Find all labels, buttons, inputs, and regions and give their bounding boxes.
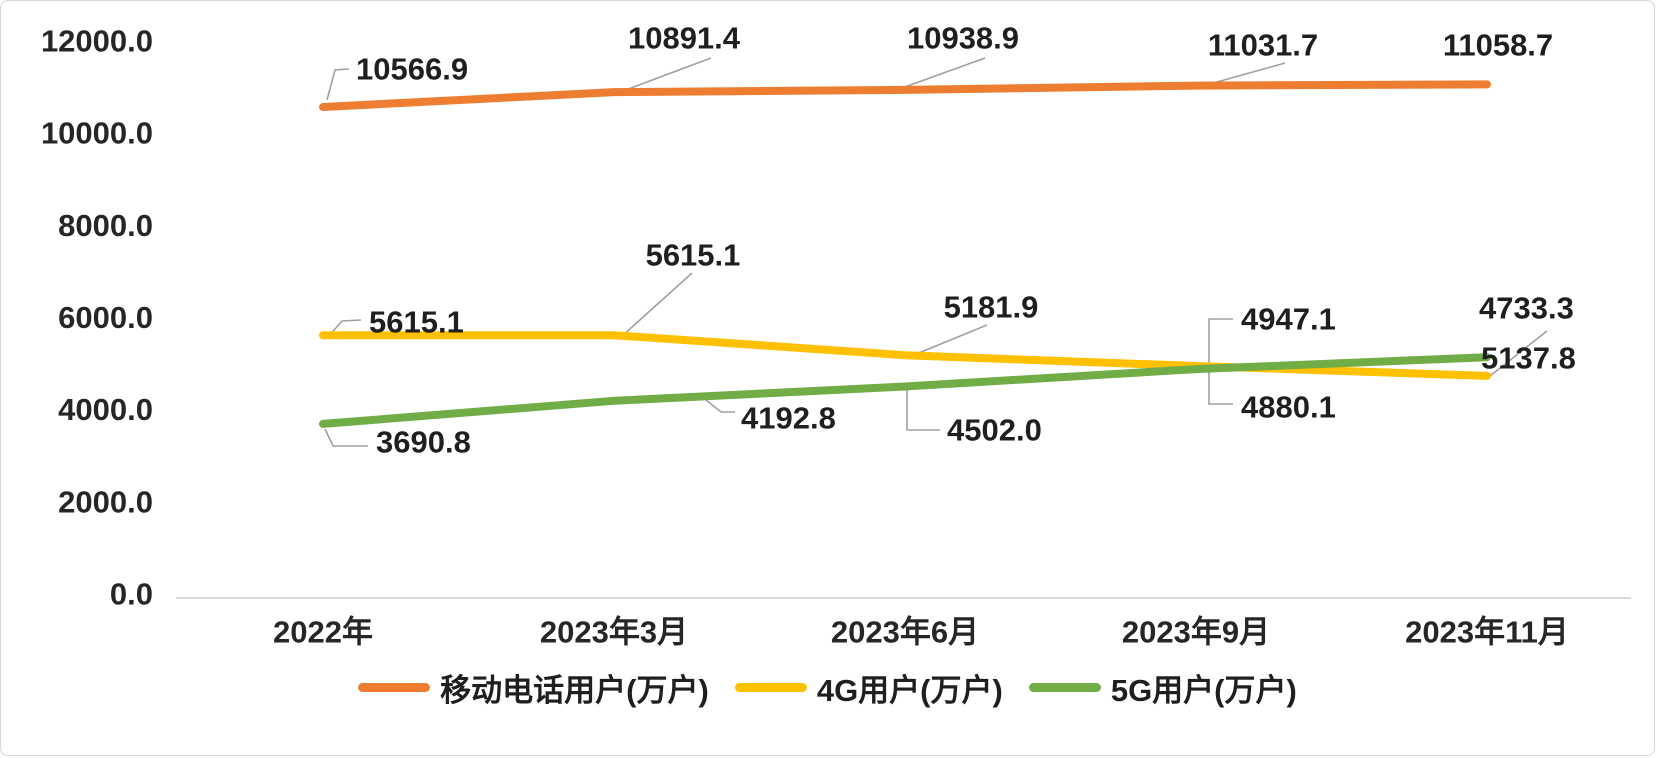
y-axis-tick-label: 0.0	[110, 577, 153, 612]
y-axis-tick-label: 10000.0	[41, 116, 153, 151]
x-axis-category-label: 2023年6月	[831, 615, 979, 650]
y-axis-tick-label: 2000.0	[58, 484, 153, 519]
x-axis-category-label: 2023年3月	[540, 615, 688, 650]
legend-item: 4G用户(万户)	[734, 665, 1003, 710]
data-label: 4880.1	[1241, 390, 1336, 425]
legend-item: 5G用户(万户)	[1028, 665, 1297, 710]
chart-legend: 移动电话用户(万户) 4G用户(万户) 5G用户(万户)	[1, 665, 1654, 710]
y-axis-tick-label: 4000.0	[58, 392, 153, 427]
data-label: 10938.9	[907, 21, 1019, 56]
data-label: 10891.4	[628, 21, 741, 56]
legend-label: 4G用户(万户)	[816, 673, 1003, 708]
data-label: 4947.1	[1241, 302, 1336, 337]
y-axis-tick-label: 6000.0	[58, 300, 153, 335]
data-label-leader-line	[326, 68, 350, 101]
x-axis-category-label: 2022年	[273, 615, 373, 650]
data-label: 11058.7	[1443, 28, 1553, 63]
data-label: 3690.8	[376, 425, 471, 460]
legend-swatch-icon	[1028, 683, 1101, 692]
series-line-5G用户(万户)	[319, 353, 1491, 428]
y-axis-tick-label: 8000.0	[58, 208, 153, 243]
data-label: 5615.1	[646, 238, 741, 273]
series-line-4G用户(万户)	[319, 331, 1491, 380]
data-label-leader-line	[705, 399, 735, 413]
legend-swatch-icon	[734, 683, 807, 692]
data-label-leader-line	[324, 428, 368, 447]
series-line-移动电话用户(万户)	[319, 80, 1491, 111]
data-label-leader-line	[906, 390, 940, 431]
data-label-leader-line	[1489, 330, 1548, 377]
legend-item: 移动电话用户(万户)	[358, 665, 709, 710]
data-label: 4192.8	[741, 401, 836, 436]
data-label: 11031.7	[1208, 28, 1318, 63]
data-label: 5615.1	[369, 305, 464, 340]
data-label: 10566.9	[356, 52, 468, 87]
legend-label: 移动电话用户(万户)	[440, 673, 709, 708]
x-axis-category-label: 2023年9月	[1122, 615, 1270, 650]
y-axis-tick-label: 12000.0	[41, 24, 153, 59]
data-label: 5181.9	[944, 290, 1039, 325]
data-label-leader-line	[908, 324, 988, 358]
data-label-leader-line	[1208, 318, 1233, 405]
legend-label: 5G用户(万户)	[1110, 673, 1297, 708]
x-axis-category-label: 2023年11月	[1405, 615, 1569, 650]
data-label: 4733.3	[1479, 291, 1574, 326]
data-label: 4502.0	[947, 413, 1042, 448]
data-label-leader-line	[620, 272, 693, 338]
data-label: 5137.8	[1481, 341, 1576, 376]
legend-swatch-icon	[358, 683, 431, 692]
